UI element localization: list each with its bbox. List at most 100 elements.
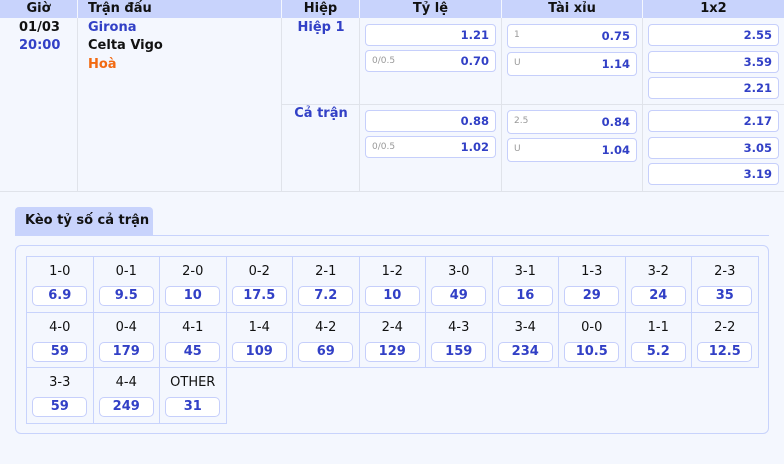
score-odds-button[interactable]: 29: [564, 286, 620, 306]
score-cell: 4-0 59: [27, 312, 94, 368]
score-label: 2-1: [315, 264, 337, 279]
score-cell: 4-2 69: [293, 312, 360, 368]
score-odds-button[interactable]: 7.2: [298, 286, 354, 306]
score-cell: 0-1 9.5: [93, 257, 160, 313]
odds-value: 3.19: [743, 167, 772, 181]
odds-value: 2.17: [743, 114, 772, 128]
score-cell: 2-2 12.5: [692, 312, 759, 368]
odds-value: 1.04: [601, 143, 630, 157]
score-odds-button[interactable]: 35: [697, 286, 753, 306]
header-time: Giờ: [0, 0, 78, 18]
overunder-odds-button[interactable]: 1 0.75: [507, 24, 637, 48]
overunder-odds-button[interactable]: U 1.04: [507, 138, 637, 162]
table-header: Giờ Trận đấu Hiệp Tỷ lệ Tài xỉu 1x2: [0, 0, 784, 18]
1x2-odds-button[interactable]: 2.55: [648, 24, 779, 46]
overunder-line: 1: [514, 30, 520, 40]
score-label: 2-3: [714, 264, 736, 279]
score-cell: 3-0 49: [426, 257, 493, 313]
score-odds-button[interactable]: 109: [231, 341, 287, 362]
score-odds-button[interactable]: 10: [165, 286, 221, 306]
score-odds-button[interactable]: 69: [298, 341, 354, 362]
tab-underline: [15, 235, 769, 236]
handicap-line: 0/0.5: [372, 56, 396, 66]
1x2-odds-button[interactable]: 3.59: [648, 50, 779, 73]
score-label: 0-4: [115, 319, 137, 335]
score-odds-button[interactable]: 5.2: [630, 341, 686, 362]
overunder-odds-button[interactable]: U 1.14: [507, 52, 637, 76]
score-odds-button[interactable]: 49: [431, 286, 487, 306]
score-label: 3-1: [514, 264, 536, 279]
score-odds-button[interactable]: 59: [32, 397, 88, 417]
score-cell: 2-1 7.2: [293, 257, 360, 313]
score-label: 3-4: [514, 319, 536, 335]
handicap-odds-button[interactable]: 1.21: [365, 24, 496, 46]
score-label: 4-2: [315, 319, 337, 335]
score-label: 1-4: [248, 319, 270, 335]
score-cell: 1-1 5.2: [625, 312, 692, 368]
score-odds-button[interactable]: 10: [364, 286, 420, 306]
score-cell: 3-4 234: [492, 312, 559, 368]
score-label: 1-2: [381, 264, 403, 279]
col-divider: [78, 18, 282, 191]
home-team[interactable]: Girona: [88, 20, 137, 35]
header-match: Trận đấu: [78, 0, 282, 18]
score-odds-button[interactable]: 179: [98, 341, 154, 362]
overunder-line: U: [514, 58, 521, 68]
score-odds-button[interactable]: 12.5: [697, 341, 753, 362]
score-odds-button[interactable]: 31: [165, 397, 221, 417]
score-odds-button[interactable]: 159: [431, 341, 487, 362]
period-label: Hiệp 1: [297, 20, 345, 35]
score-label: 1-3: [581, 264, 603, 279]
score-odds-button[interactable]: 16: [497, 286, 553, 306]
1x2-odds-button[interactable]: 3.19: [648, 163, 779, 185]
score-odds-button[interactable]: 59: [32, 341, 88, 362]
score-odds-button[interactable]: 6.9: [32, 286, 88, 306]
1x2-odds-button[interactable]: 2.21: [648, 77, 779, 99]
match-time: 20:00: [19, 38, 61, 53]
score-cell: 0-2 17.5: [226, 257, 293, 313]
odds-value: 3.59: [743, 54, 772, 69]
score-label: 0-2: [248, 264, 270, 279]
score-cell: 4-3 159: [426, 312, 493, 368]
col-divider: [0, 18, 78, 191]
score-odds-button[interactable]: 17.5: [231, 286, 287, 306]
score-label: 0-0: [581, 319, 603, 335]
header-half: Hiệp: [282, 0, 360, 18]
1x2-odds-button[interactable]: 3.05: [648, 136, 779, 159]
score-label: 4-3: [448, 319, 470, 335]
handicap-line: 0/0.5: [372, 142, 396, 152]
odds-value: 1.14: [601, 57, 630, 71]
header-handicap: Tỷ lệ: [360, 0, 502, 18]
score-label: 2-0: [182, 264, 204, 279]
score-odds-button[interactable]: 9.5: [98, 286, 154, 306]
score-label: 1-0: [49, 264, 71, 279]
tab-correct-score[interactable]: Kèo tỷ số cả trận: [15, 207, 153, 236]
score-cell: 2-0 10: [160, 257, 227, 313]
header-overunder: Tài xỉu: [502, 0, 643, 18]
score-label: 4-1: [182, 319, 204, 335]
match-date: 01/03: [19, 20, 60, 35]
overunder-odds-button[interactable]: 2.5 0.84: [507, 110, 637, 134]
score-cell: 0-0 10.5: [559, 312, 626, 368]
away-team[interactable]: Celta Vigo: [88, 38, 163, 53]
score-odds-button[interactable]: 234: [497, 341, 553, 362]
score-odds-button[interactable]: 249: [98, 397, 154, 417]
odds-value: 2.55: [743, 28, 772, 42]
score-label: 2-4: [381, 319, 403, 335]
1x2-odds-button[interactable]: 2.17: [648, 110, 779, 132]
score-cell: 3-3 59: [27, 368, 94, 424]
correct-score-grid: 1-0 6.9 0-1 9.5 2-0 10 0-2 17.5 2-1 7.2 1-2 10 3-0 49…: [26, 256, 759, 424]
draw-label: Hoà: [88, 57, 117, 72]
handicap-odds-button[interactable]: 0/0.5 1.02: [365, 136, 496, 158]
score-odds-button[interactable]: 24: [630, 286, 686, 306]
handicap-odds-button[interactable]: 0/0.5 0.70: [365, 50, 496, 72]
odds-value: 0.75: [601, 29, 630, 43]
overunder-line: 2.5: [514, 116, 529, 126]
score-cell: 4-4 249: [93, 368, 160, 424]
odds-value: 1.02: [460, 140, 489, 154]
score-odds-button[interactable]: 45: [165, 341, 221, 362]
handicap-odds-button[interactable]: 0.88: [365, 110, 496, 132]
score-odds-button[interactable]: 10.5: [564, 341, 620, 362]
score-odds-button[interactable]: 129: [364, 341, 420, 362]
correct-score-panel: [15, 245, 769, 434]
